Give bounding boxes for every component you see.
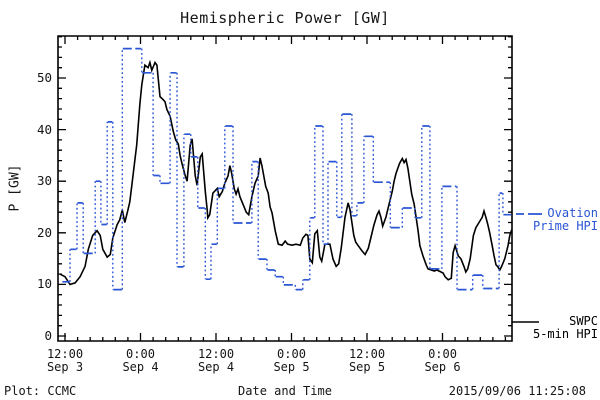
y-tick-label: 10 (36, 276, 52, 292)
legend-ovation: Ovation Prime HPI (512, 207, 598, 232)
x-tick-label: 0:00 Sep 5 (250, 348, 334, 373)
x-tick-time: 0:00 (428, 347, 457, 361)
x-tick-date: Sep 4 (122, 359, 159, 374)
legend-swpc-line1: SWPC (569, 314, 598, 328)
footer-timestamp: 2015/09/06 11:25:08 (448, 384, 586, 398)
y-tick-label: 20 (36, 224, 52, 240)
x-axis-label: Date and Time (238, 384, 332, 398)
x-tick-time: 12:00 (46, 347, 84, 361)
plot-frame (57, 35, 513, 342)
legend-swpc-line2: 5-min HPI (532, 326, 598, 341)
x-tick-label: 0:00 Sep 4 (99, 348, 183, 373)
x-tick-time: 0:00 (126, 347, 155, 361)
x-tick-label: 12:00 Sep 5 (325, 348, 409, 373)
legend-swpc: SWPC 5-min HPI (512, 315, 598, 340)
x-tick-date: Sep 3 (46, 359, 84, 374)
swpc-hpi-curve (59, 59, 513, 286)
legend-ovation-line1: Ovation (547, 206, 598, 220)
x-tick-date: Sep 6 (424, 359, 461, 374)
x-tick-time: 12:00 (197, 347, 235, 361)
y-tick-label: 30 (36, 173, 52, 189)
legend-ovation-line2: Prime HPI (532, 218, 598, 233)
chart-title: Hemispheric Power [GW] (180, 9, 390, 27)
ovation-step-verticals (69, 48, 504, 290)
x-tick-time: 12:00 (348, 347, 386, 361)
axis-ticks (58, 36, 512, 341)
x-tick-label: 12:00 Sep 3 (23, 348, 107, 373)
x-tick-time: 0:00 (277, 347, 306, 361)
x-tick-date: Sep 5 (348, 359, 386, 374)
x-tick-label: 12:00 Sep 4 (174, 348, 258, 373)
x-tick-date: Sep 4 (197, 359, 235, 374)
x-tick-label: 0:00 Sep 6 (401, 348, 485, 373)
ovation-step-horizontals (62, 47, 512, 291)
y-axis-label: P [GW] (7, 164, 23, 212)
y-tick-label: 0 (44, 328, 52, 343)
x-tick-date: Sep 5 (273, 359, 310, 374)
footer-plot-source: Plot: CCMC (4, 384, 77, 398)
y-tick-label: 50 (36, 70, 52, 85)
y-tick-label: 40 (36, 121, 52, 137)
